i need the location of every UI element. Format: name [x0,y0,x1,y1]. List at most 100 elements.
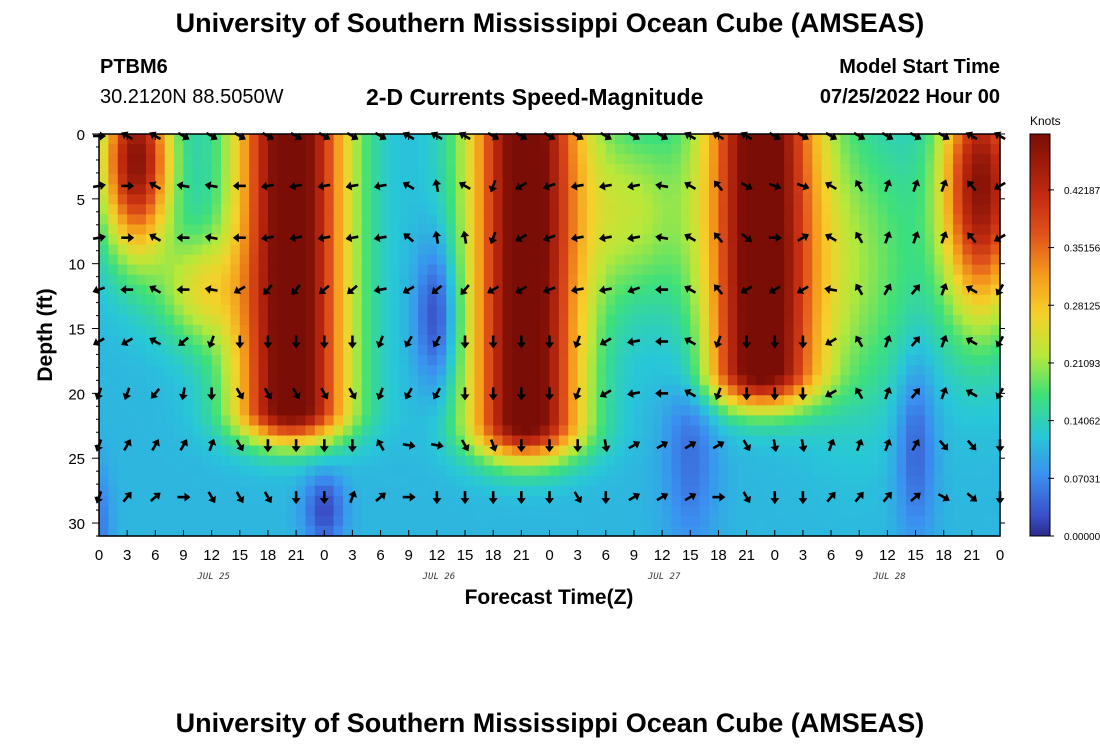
heatmap-cell [896,365,907,376]
heatmap-cell [962,134,973,145]
heatmap-cell [267,475,278,487]
heatmap-cell [436,254,447,266]
heatmap-cell [934,485,945,497]
heatmap-cell [380,375,391,386]
current-arrow [542,233,556,243]
heatmap-cell [314,284,325,296]
heatmap-cell [887,204,898,215]
heatmap-cell [718,314,729,326]
heatmap-cell [877,465,888,477]
current-arrow-head [402,286,411,294]
heatmap-cell [877,445,888,457]
heatmap-cell [558,495,569,507]
heatmap-cell [474,515,485,527]
heatmap-cell [155,294,166,306]
heatmap-cell [906,324,917,336]
heatmap-cell [249,405,260,416]
current-arrow-head [488,342,498,349]
heatmap-cell [549,224,560,236]
heatmap-cell [530,465,541,477]
heatmap-cell [746,144,757,155]
heatmap-cell [793,475,804,487]
heatmap-cell [389,405,400,416]
current-arrow [883,179,892,192]
heatmap-cell [558,485,569,497]
heatmap-cell [896,244,907,256]
heatmap-cell [831,294,842,306]
heatmap-cell [662,164,673,175]
heatmap-cell [99,475,109,487]
current-arrow-head [432,392,441,400]
current-arrow-head [488,185,498,193]
current-arrow [966,492,978,502]
heatmap-cell [690,505,701,517]
heatmap-cell [746,224,757,236]
heatmap-cell [192,405,203,416]
current-arrow-head [545,394,554,401]
heatmap-cell [483,214,494,226]
heatmap-cell [596,515,607,527]
heatmap-cell [990,425,1001,437]
heatmap-cell [389,385,400,396]
heatmap-cell [399,304,410,316]
heatmap-cell [502,425,513,437]
current-arrow-head [742,394,752,401]
heatmap-cell [746,254,757,266]
heatmap-cell [859,385,870,396]
heatmap-cell [155,164,166,175]
current-arrow-head [291,498,301,505]
heatmap-cell [211,445,222,457]
heatmap-cell [436,385,447,396]
heatmap-cell [371,184,382,195]
heatmap-cell [859,515,870,527]
current-arrow [796,182,810,191]
heatmap-cell [145,264,156,276]
heatmap-cell [343,515,354,527]
heatmap-cell [549,355,560,366]
x-tick-label: 12 [879,547,896,564]
heatmap-cell [436,294,447,306]
heatmap-cell [230,455,241,467]
current-arrow-head [855,438,864,446]
heatmap-cell [305,445,316,457]
heatmap-cell [971,435,982,447]
heatmap-cell [352,475,363,487]
heatmap-cell [286,304,297,316]
heatmap-cell [258,365,269,376]
current-arrow-head [854,231,863,240]
current-arrow [768,285,781,294]
heatmap-cell [446,234,457,246]
heatmap-cell [511,294,522,306]
heatmap-cell [99,445,109,457]
heatmap-cell [699,294,710,306]
heatmap-cell [511,335,522,346]
heatmap-cell [615,214,626,226]
current-arrow-head [883,386,892,394]
heatmap-cell [399,485,410,497]
heatmap-cell [249,355,260,366]
heatmap-cell [981,355,992,366]
colorbar-tick-label: 0.14062 [1064,417,1100,428]
heatmap-cell [821,294,832,306]
heatmap-cell [633,365,644,376]
heatmap-cell [446,184,457,195]
heatmap-cell [887,264,898,276]
heatmap-cell [699,274,710,286]
heatmap-cell [793,224,804,236]
heatmap-cell [962,445,973,457]
heatmap-cell [108,284,119,296]
x-date-label: JUL 27 [647,572,681,582]
heatmap-cell [230,415,241,427]
heatmap-cell [643,174,654,185]
heatmap-cell [887,495,898,507]
heatmap-cell [831,465,842,477]
heatmap-cell [737,505,748,517]
heatmap-cell [624,405,635,416]
heatmap-cell [127,144,138,155]
heatmap-cell [896,485,907,497]
heatmap-cell [587,405,598,416]
heatmap-cell [455,415,466,427]
heatmap-cell [324,214,335,226]
heatmap-cell [249,304,260,316]
heatmap-cell [699,264,710,276]
